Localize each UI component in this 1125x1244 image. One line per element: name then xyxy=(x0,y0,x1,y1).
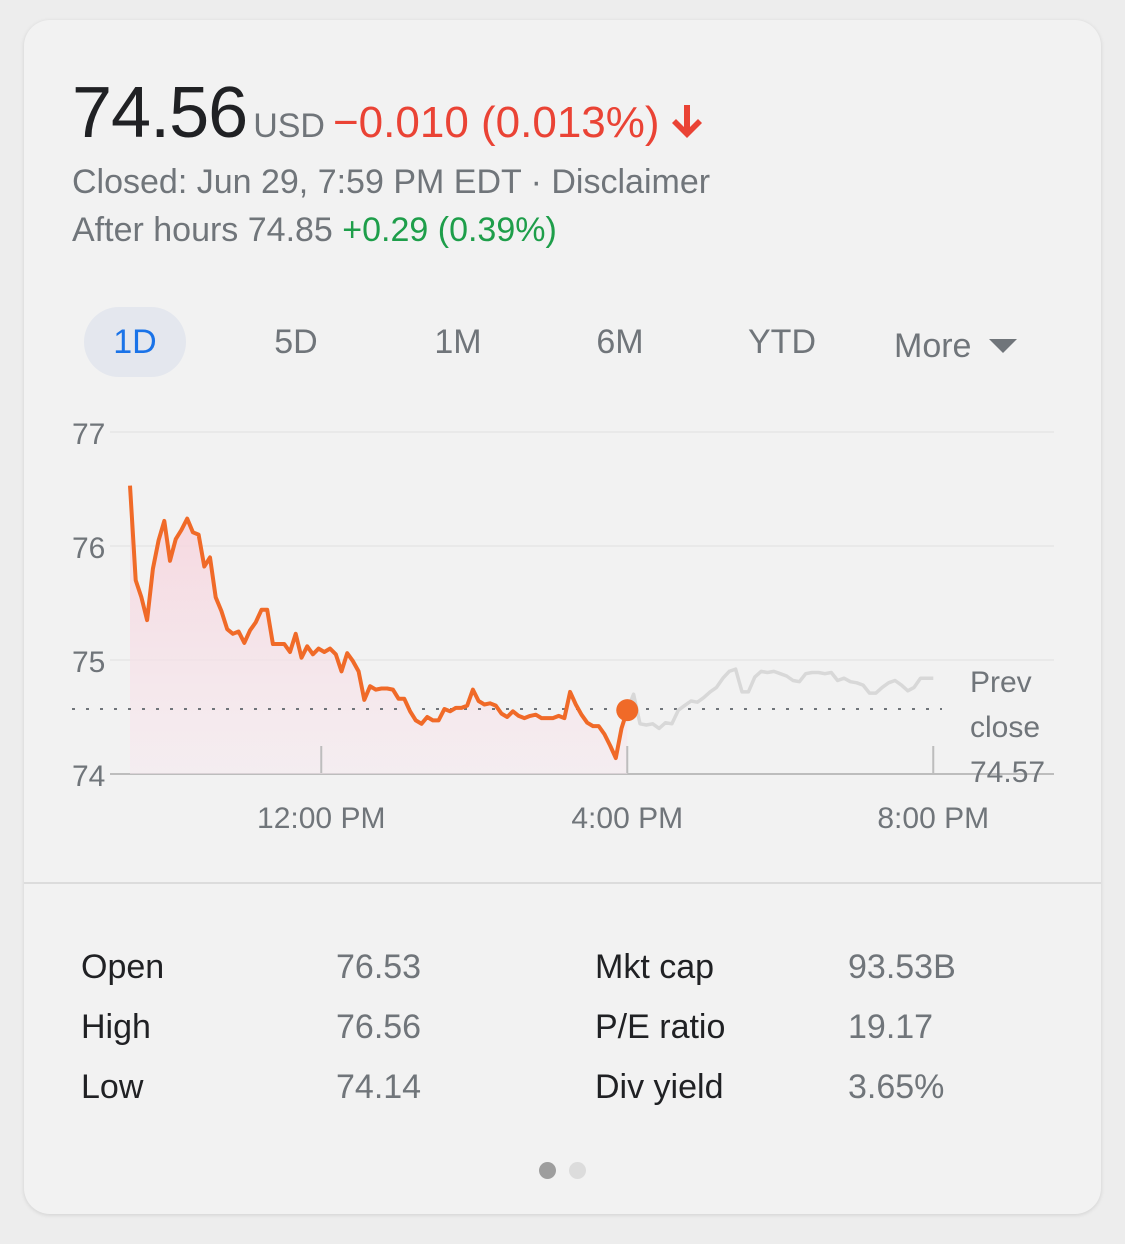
prev-close-label: close xyxy=(970,711,1040,744)
stat-label-low: Low xyxy=(81,1068,144,1106)
chevron-down-icon xyxy=(989,307,1018,377)
tab-1d[interactable]: 1D xyxy=(84,307,186,377)
stat-value-low: 74.14 xyxy=(336,1068,422,1106)
stat-row: Low 74.14 Div yield 3.65% xyxy=(24,1068,1101,1108)
tab-6m[interactable]: 6M xyxy=(596,323,644,361)
page-indicator xyxy=(539,1162,599,1184)
prev-close-label: 74.57 xyxy=(970,756,1045,789)
prev-close-label: Prev xyxy=(970,666,1032,699)
current-price: 74.56 xyxy=(72,73,248,153)
tab-more-label: More xyxy=(894,327,972,365)
divider xyxy=(24,882,1101,884)
stat-value-open: 76.53 xyxy=(336,948,422,986)
stat-value-div-yield: 3.65% xyxy=(848,1068,945,1106)
y-tick-label: 76 xyxy=(72,532,105,565)
after-hours-line xyxy=(625,667,934,731)
stat-row: High 76.56 P/E ratio 19.17 xyxy=(24,1008,1101,1048)
y-tick-label: 75 xyxy=(72,646,105,679)
stat-label-high: High xyxy=(81,1008,151,1046)
x-tick-label: 8:00 PM xyxy=(877,802,989,835)
quote-header: 74.56 USD −0.010 (0.013%) xyxy=(72,72,704,154)
stat-value-pe-ratio: 19.17 xyxy=(848,1008,934,1046)
tab-5d[interactable]: 5D xyxy=(274,323,318,361)
down-arrow-icon xyxy=(670,103,704,144)
x-tick-label: 4:00 PM xyxy=(571,802,683,835)
closed-time[interactable]: Closed: Jun 29, 7:59 PM EDT · Disclaimer xyxy=(72,163,711,201)
range-tabs: 1D 5D 1M 6M YTD More xyxy=(24,307,1101,377)
tab-1m[interactable]: 1M xyxy=(434,323,482,361)
stock-card: 74.56 USD −0.010 (0.013%) Closed: Jun 29, … xyxy=(24,20,1101,1214)
stat-row: Open 76.53 Mkt cap 93.53B xyxy=(24,948,1101,988)
after-hours-price: After hours 74.85 xyxy=(72,211,333,249)
price-line xyxy=(128,485,630,760)
stat-label-pe-ratio: P/E ratio xyxy=(595,1008,726,1046)
y-tick-label: 77 xyxy=(72,418,105,451)
price-change: −0.010 (0.013%) xyxy=(332,98,660,147)
x-tick-label: 12:00 PM xyxy=(257,802,385,835)
stat-value-mkt-cap: 93.53B xyxy=(848,948,956,986)
area-fill xyxy=(130,485,628,774)
tab-more[interactable]: More xyxy=(894,307,1064,377)
stat-label-open: Open xyxy=(81,948,165,986)
tab-ytd[interactable]: YTD xyxy=(748,323,816,361)
stat-label-mkt-cap: Mkt cap xyxy=(595,948,715,986)
close-marker xyxy=(616,699,639,722)
y-tick-label: 74 xyxy=(72,760,105,793)
page-dot-active[interactable] xyxy=(539,1162,556,1179)
page-dot[interactable] xyxy=(569,1162,586,1179)
price-chart[interactable]: 77 76 75 74 12:00 PM 4:00 PM 8:00 PM Prev close 7… xyxy=(24,400,1101,860)
stat-label-div-yield: Div yield xyxy=(595,1068,724,1106)
after-hours: After hours 74.85 +0.29 (0.39%) xyxy=(72,211,557,250)
currency-label: USD xyxy=(253,107,325,145)
after-hours-change: +0.29 (0.39%) xyxy=(342,211,557,249)
stat-value-high: 76.56 xyxy=(336,1008,422,1046)
